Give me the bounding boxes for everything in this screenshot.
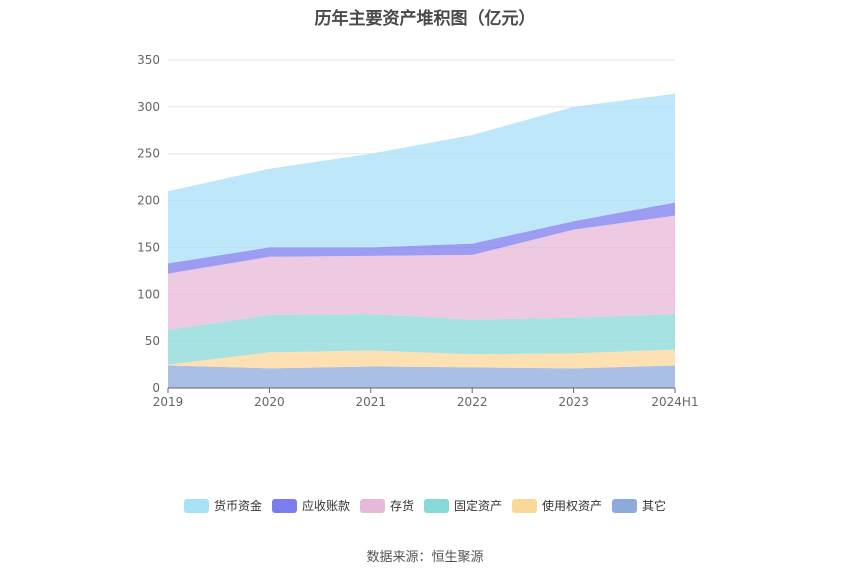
x-tick-label: 2021 xyxy=(356,395,387,409)
y-tick-label: 250 xyxy=(137,147,160,161)
y-tick-label: 150 xyxy=(137,240,160,254)
legend-label: 存货 xyxy=(389,499,414,513)
area-series-1[interactable] xyxy=(168,349,675,369)
x-tick-label: 2024H1 xyxy=(651,395,698,409)
y-tick-label: 50 xyxy=(145,334,160,348)
legend-swatch xyxy=(612,498,638,513)
y-tick-label: 350 xyxy=(137,53,160,67)
legend-item-1[interactable]: 使用权资产 xyxy=(512,497,602,514)
x-tick-label: 2023 xyxy=(558,395,589,409)
legend-swatch xyxy=(359,498,385,513)
legend-item-3[interactable]: 存货 xyxy=(359,497,414,514)
legend-item-4[interactable]: 应收账款 xyxy=(271,497,350,514)
legend-label: 使用权资产 xyxy=(542,499,603,513)
legend-swatch xyxy=(183,498,209,513)
area-series-2[interactable] xyxy=(168,313,675,365)
axis-layer: 0 50 100 150 200 250 300 350 2019 2020 2021 2022 202… xyxy=(137,53,699,409)
legend-item-0[interactable]: 其它 xyxy=(612,497,666,514)
chart-title: 历年主要资产堆积图（亿元） xyxy=(314,9,536,29)
x-tick-label: 2019 xyxy=(153,395,184,409)
source-note: 数据来源：恒生聚源 xyxy=(366,550,484,565)
y-tick-label: 100 xyxy=(137,287,160,301)
area-series-5[interactable] xyxy=(168,93,675,264)
legend-label: 应收账款 xyxy=(301,499,350,513)
x-tick-label: 2020 xyxy=(254,395,285,409)
y-tick-label: 300 xyxy=(137,100,160,114)
area-layer xyxy=(168,93,675,388)
y-tick-label: 200 xyxy=(137,194,160,208)
legend-item-5[interactable]: 货币资金 xyxy=(183,497,262,514)
legend-label: 固定资产 xyxy=(454,499,503,513)
area-series-3[interactable] xyxy=(168,215,675,330)
area-series-0[interactable] xyxy=(168,365,675,388)
legend: 货币资金 应收账款 存货 固定资产 使用权资产 其它 xyxy=(0,497,850,514)
x-tick-label: 2022 xyxy=(457,395,488,409)
legend-swatch xyxy=(512,498,538,513)
area-series-4[interactable] xyxy=(168,202,675,274)
legend-swatch xyxy=(424,498,449,513)
legend-label: 货币资金 xyxy=(213,499,262,513)
legend-label: 其它 xyxy=(642,499,667,513)
legend-swatch xyxy=(271,498,297,513)
y-tick-label: 0 xyxy=(152,381,160,395)
legend-item-2[interactable]: 固定资产 xyxy=(424,497,502,514)
